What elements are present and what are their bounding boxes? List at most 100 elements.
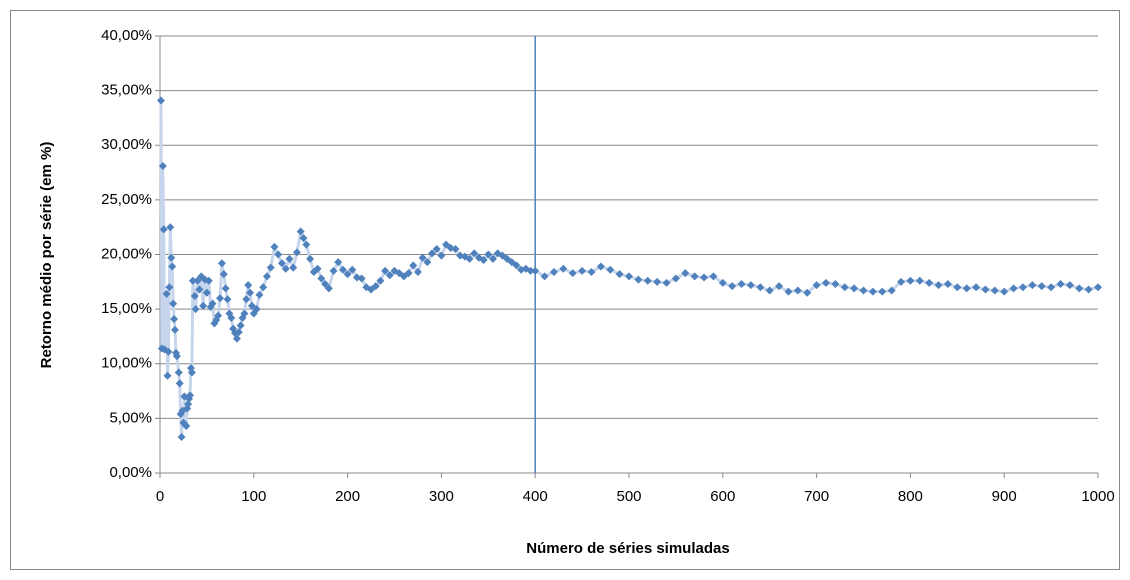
point [606,265,615,274]
point [812,281,821,290]
y-tick-label: 30,00% [101,136,152,153]
point [1065,281,1074,290]
point [690,272,699,281]
y-tick-label: 20,00% [101,245,152,262]
point [164,347,173,356]
point [219,270,228,279]
point [925,278,934,287]
point [653,277,662,286]
point [174,368,183,377]
point [221,284,230,293]
point [568,269,577,278]
point [306,254,315,263]
point [259,283,268,292]
y-tick-label: 5,00% [109,409,152,426]
point [709,272,718,281]
point [234,328,243,337]
point [526,266,535,275]
point [232,334,241,343]
point [981,285,990,294]
point [190,292,199,301]
point [246,288,255,297]
point [202,288,211,297]
point [167,253,176,262]
point [158,162,167,171]
x-tick-label: 1000 [1081,488,1114,505]
point [451,245,460,254]
point [671,274,680,283]
point [906,276,915,285]
point [289,263,298,272]
point [953,283,962,292]
point [285,254,294,263]
point [302,240,311,249]
point [172,352,181,361]
point [240,309,249,318]
y-tick-label: 25,00% [101,191,152,208]
point [962,284,971,293]
x-tick-label: 300 [429,488,454,505]
point [540,272,549,281]
point [850,284,859,293]
point [317,274,326,283]
point [681,269,690,278]
point [1028,281,1037,290]
point [162,289,171,298]
point [199,301,208,310]
point [376,276,385,285]
point [756,283,765,292]
point [313,264,322,273]
point [204,276,213,285]
point [418,253,427,262]
x-tick-label: 900 [992,488,1017,505]
point [479,255,488,264]
point [165,283,174,292]
point [737,279,746,288]
point [1075,284,1084,293]
y-axis-title: Retorno médio por série (em %) [38,142,55,369]
point [803,288,812,297]
point [187,368,196,377]
point [299,234,308,243]
point [643,276,652,285]
point [163,371,172,380]
point [549,267,558,276]
point [252,305,261,314]
point [223,295,232,304]
chart-border [10,10,1120,570]
point [214,311,223,320]
point [413,267,422,276]
point [242,295,251,304]
point [371,282,380,291]
point [897,277,906,286]
point [166,223,175,232]
point [348,265,357,274]
point [1094,283,1102,292]
point [1047,283,1056,292]
point [488,254,497,263]
x-tick-label: 800 [898,488,923,505]
point [784,287,793,296]
point [625,272,633,281]
y-tick-label: 0,00% [109,464,152,481]
point [990,286,999,295]
point [934,281,943,290]
point [184,400,193,409]
point [943,279,952,288]
point [338,265,347,274]
point [859,286,868,295]
point [578,266,587,275]
point [236,321,245,330]
point [634,275,643,284]
x-tick-label: 500 [616,488,641,505]
point [428,249,437,258]
point [357,274,366,283]
point [840,283,849,292]
point [334,258,343,267]
point [915,276,924,285]
point [470,249,479,258]
point [437,251,446,260]
point [171,325,180,334]
point [1009,284,1018,293]
point [217,259,226,268]
